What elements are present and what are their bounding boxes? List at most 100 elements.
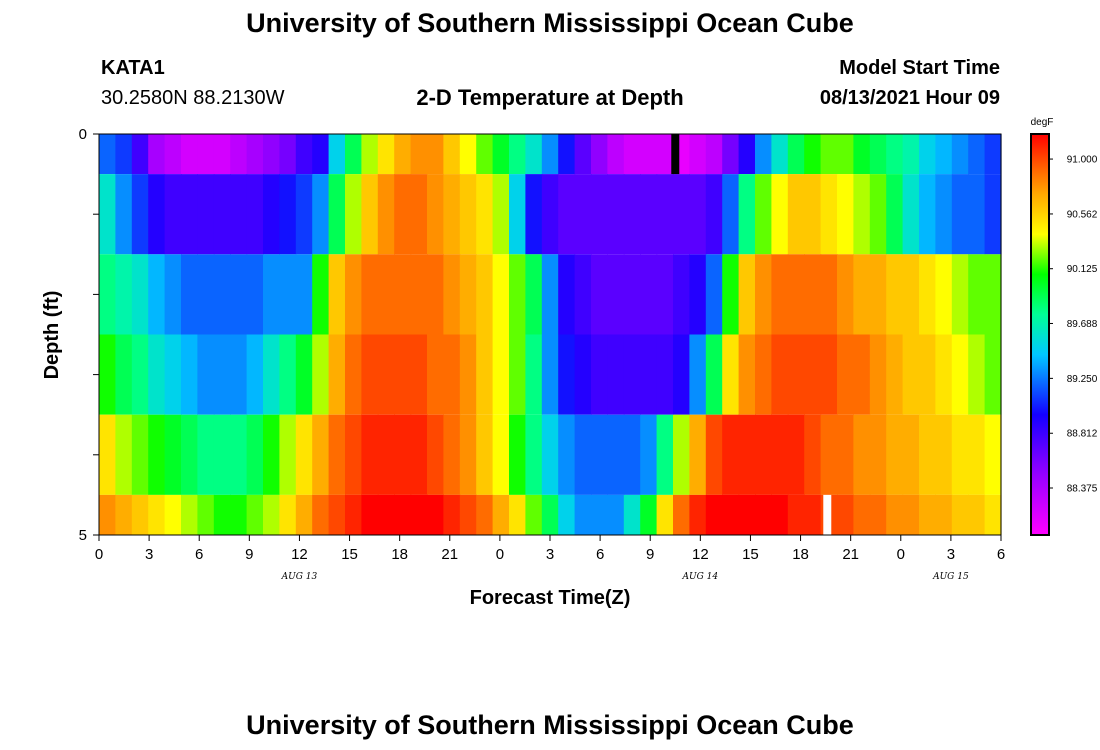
- heatmap-cell: [787, 254, 805, 335]
- heatmap-cell: [443, 254, 461, 335]
- heatmap-cell: [591, 494, 608, 535]
- heatmap-cell: [689, 254, 707, 335]
- heatmap-cell: [607, 254, 625, 335]
- heatmap-cell: [246, 414, 264, 495]
- heatmap-cell: [459, 494, 477, 535]
- x-tick-label: 6: [195, 546, 203, 563]
- heatmap-cell: [509, 414, 526, 495]
- heatmap-cell: [869, 334, 887, 415]
- heatmap-cell: [525, 334, 543, 415]
- heatmap-cell: [837, 174, 854, 255]
- heatmap-cell: [541, 254, 559, 335]
- heatmap-cell: [935, 334, 953, 415]
- heatmap-cell: [246, 134, 264, 175]
- heatmap-cell: [820, 414, 838, 495]
- heatmap-cell: [476, 334, 494, 415]
- heatmap-cell: [623, 174, 641, 255]
- heatmap-cell: [935, 174, 953, 255]
- heatmap-cell: [263, 254, 280, 335]
- heatmap-cell: [656, 334, 674, 415]
- heatmap-cell: [574, 494, 592, 535]
- heatmap-cell: [902, 334, 920, 415]
- heatmap-cell: [230, 134, 248, 175]
- heatmap-cell: [443, 494, 461, 535]
- heatmap-cell: [279, 134, 297, 175]
- heatmap-cell: [459, 254, 477, 335]
- temperature-depth-chart: 0 3 6 9 12 15 18 21 0 3 6 9 12 15 18 21 0 3 6 AUG 13 AUG 14 A…: [41, 117, 1098, 609]
- heatmap-cell: [722, 134, 740, 175]
- heatmap-cell: [804, 414, 822, 495]
- heatmap-cell: [541, 174, 559, 255]
- heatmap-cell: [295, 174, 313, 255]
- x-tick-label: 21: [842, 546, 859, 563]
- heatmap-cell: [869, 254, 887, 335]
- x-tick-label: 0: [897, 546, 905, 563]
- heatmap-cell: [492, 334, 510, 415]
- heatmap-cell: [656, 254, 674, 335]
- heatmap-cell: [705, 334, 723, 415]
- heatmap-cell: [131, 334, 149, 415]
- heatmap-cell: [673, 414, 690, 495]
- heatmap-cell: [148, 174, 166, 255]
- heatmap-cell: [345, 134, 362, 175]
- heatmap-cell: [968, 254, 986, 335]
- heatmap-cell: [837, 334, 854, 415]
- heatmap-cell: [951, 334, 969, 415]
- heatmap-cell: [558, 174, 576, 255]
- heatmap-cell: [853, 494, 871, 535]
- heatmap-cell: [164, 254, 182, 335]
- heatmap-cell: [607, 134, 625, 175]
- heatmap-cell: [394, 174, 412, 255]
- heatmap-cell: [689, 494, 707, 535]
- heatmap-cell: [492, 254, 510, 335]
- heatmap-cell: [427, 174, 444, 255]
- heatmap-cell: [853, 174, 871, 255]
- heatmap-cell: [164, 134, 182, 175]
- heatmap-cell: [295, 494, 313, 535]
- heatmap-cell: [263, 494, 280, 535]
- heatmap-cell: [263, 134, 280, 175]
- heatmap-cell: [99, 134, 116, 175]
- heatmap-cell: [410, 414, 428, 495]
- heatmap-cell: [263, 334, 280, 415]
- heatmap-cell: [623, 134, 641, 175]
- x-tick-label: 3: [546, 546, 554, 563]
- heatmap-cell: [427, 494, 444, 535]
- heatmap-cell: [804, 334, 822, 415]
- heatmap-cell: [853, 414, 871, 495]
- heatmap-cell: [902, 494, 920, 535]
- heatmap: [99, 134, 1002, 535]
- heatmap-cell: [213, 134, 231, 175]
- heatmap-cell: [558, 334, 576, 415]
- heatmap-cell: [230, 254, 248, 335]
- heatmap-cell: [443, 414, 461, 495]
- heatmap-cell: [509, 494, 526, 535]
- heatmap-cell: [623, 494, 641, 535]
- heatmap-cell: [345, 174, 362, 255]
- heatmap-cell: [968, 134, 986, 175]
- heatmap-cell: [738, 494, 756, 535]
- colorbar-label: 88.812: [1067, 429, 1098, 440]
- heatmap-cell: [394, 254, 412, 335]
- heatmap-cell: [164, 334, 182, 415]
- heatmap-cell: [574, 134, 592, 175]
- heatmap-cell: [410, 134, 428, 175]
- heatmap-cell: [984, 414, 1002, 495]
- heatmap-cell: [919, 334, 936, 415]
- heatmap-cell: [213, 174, 231, 255]
- heatmap-cell: [345, 254, 362, 335]
- heatmap-cell: [886, 414, 904, 495]
- heatmap-cell: [722, 414, 740, 495]
- heatmap-cell: [919, 494, 936, 535]
- heatmap-cell: [476, 414, 494, 495]
- heatmap-cell: [656, 134, 674, 175]
- heatmap-cell: [377, 134, 395, 175]
- heatmap-cell: [984, 334, 1002, 415]
- colorbar-gradient: [1030, 133, 1050, 536]
- heatmap-cell: [968, 334, 986, 415]
- heatmap-cell: [722, 494, 740, 535]
- heatmap-cell: [213, 494, 231, 535]
- heatmap-cell: [738, 174, 756, 255]
- heatmap-cell: [197, 134, 215, 175]
- heatmap-cell: [673, 254, 690, 335]
